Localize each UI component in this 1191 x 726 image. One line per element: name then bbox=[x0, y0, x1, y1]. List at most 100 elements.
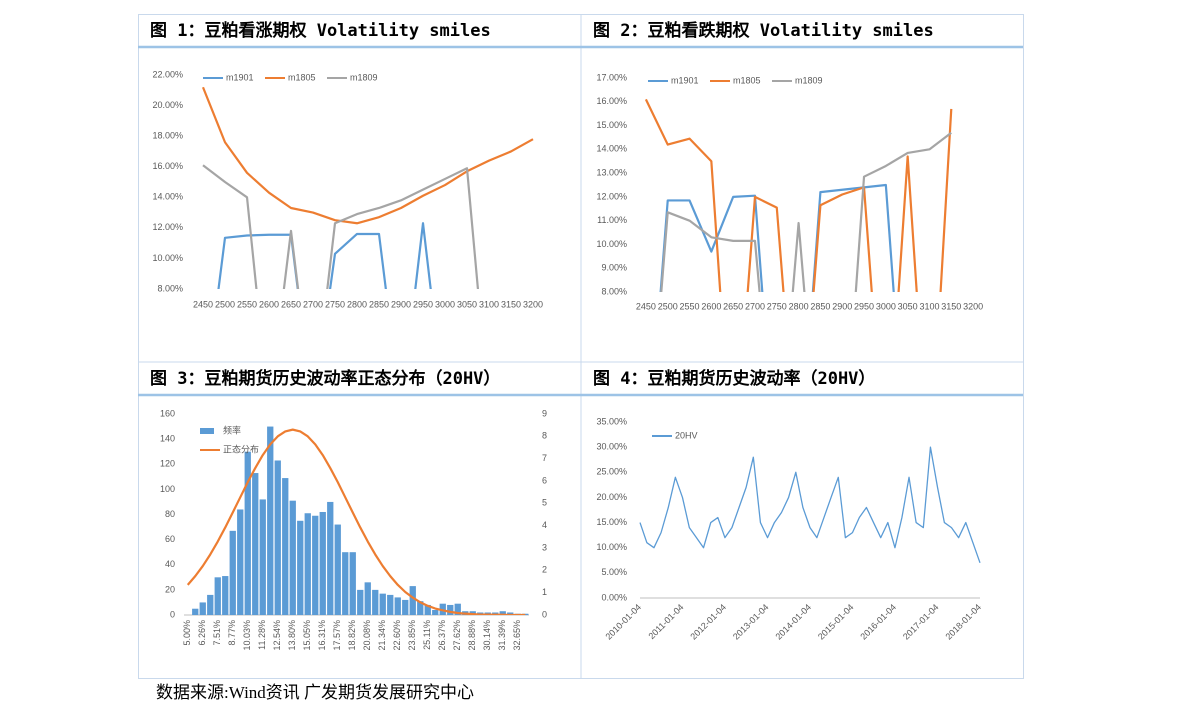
x-tick-label: 2012-01-04 bbox=[688, 602, 728, 642]
bar bbox=[297, 520, 304, 615]
y-tick-label: 35.00% bbox=[596, 416, 627, 426]
y2-tick-label: 6 bbox=[542, 475, 547, 485]
bar bbox=[252, 473, 259, 615]
x-tick-label: 2013-01-04 bbox=[731, 602, 771, 642]
y-tick-label: 10.00% bbox=[596, 542, 627, 552]
bar bbox=[447, 604, 454, 615]
line-series bbox=[186, 428, 526, 615]
x-tick-label: 2011-01-04 bbox=[646, 602, 685, 641]
x-tick-label: 3100 bbox=[479, 299, 499, 309]
x-tick-label: 2600 bbox=[701, 301, 721, 311]
y-tick-label: 100 bbox=[160, 484, 175, 494]
y2-tick-label: 0 bbox=[542, 609, 547, 619]
bar bbox=[349, 552, 356, 615]
x-tick-label: 2950 bbox=[413, 299, 433, 309]
bar bbox=[402, 599, 409, 615]
bar bbox=[274, 460, 281, 615]
legend-label: m1901 bbox=[671, 75, 699, 85]
y-tick-label: 16.00% bbox=[152, 161, 183, 171]
x-tick-label: 2450 bbox=[636, 301, 656, 311]
x-tick-label: 2750 bbox=[767, 301, 787, 311]
x-tick-label: 3050 bbox=[457, 299, 477, 309]
y-tick-label: 15.00% bbox=[596, 517, 627, 527]
x-tick-label: 27.62% bbox=[452, 620, 462, 651]
bar bbox=[417, 601, 424, 615]
bar bbox=[372, 589, 379, 615]
x-tick-label: 3050 bbox=[898, 301, 918, 311]
y-tick-label: 11.00% bbox=[597, 215, 627, 225]
y-tick-label: 20 bbox=[165, 584, 175, 594]
bar bbox=[192, 608, 199, 615]
y-tick-label: 0.00% bbox=[601, 592, 627, 602]
line-series bbox=[639, 446, 981, 564]
y2-tick-label: 1 bbox=[542, 587, 547, 597]
line-series bbox=[217, 222, 432, 289]
bar bbox=[259, 499, 266, 615]
legend-label: m1805 bbox=[733, 75, 761, 85]
x-tick-label: 11.28% bbox=[257, 620, 267, 650]
x-tick-label: 2700 bbox=[745, 301, 765, 311]
x-tick-label: 2018-01-04 bbox=[943, 602, 983, 642]
y-tick-label: 60 bbox=[165, 534, 175, 544]
line-series bbox=[644, 98, 953, 292]
x-tick-label: 2550 bbox=[237, 299, 257, 309]
x-tick-label: 21.34% bbox=[377, 620, 387, 651]
legend-label: m1805 bbox=[288, 72, 316, 82]
x-tick-label: 23.85% bbox=[407, 620, 417, 651]
bar bbox=[454, 603, 461, 615]
x-tick-label: 25.11% bbox=[422, 620, 432, 650]
bar bbox=[312, 515, 319, 615]
x-tick-label: 13.80% bbox=[287, 620, 297, 651]
legend-label: m1809 bbox=[350, 72, 378, 82]
y-tick-label: 22.00% bbox=[152, 69, 183, 79]
legend-label: m1901 bbox=[226, 72, 254, 82]
x-tick-label: 5.00% bbox=[182, 620, 192, 646]
y-tick-label: 14.00% bbox=[596, 144, 627, 154]
y-tick-label: 160 bbox=[160, 408, 175, 418]
x-tick-label: 2015-01-04 bbox=[816, 602, 856, 642]
chart-title: 图 2：豆粕看跌期权 Volatility smiles bbox=[593, 20, 934, 41]
x-tick-label: 3000 bbox=[876, 301, 896, 311]
x-tick-label: 2014-01-04 bbox=[773, 602, 813, 642]
y-tick-label: 120 bbox=[160, 459, 175, 469]
y-tick-label: 18.00% bbox=[152, 131, 183, 141]
y-tick-label: 9.00% bbox=[601, 263, 627, 273]
bar bbox=[282, 478, 289, 615]
line-series bbox=[660, 131, 952, 292]
x-tick-label: 2500 bbox=[215, 299, 235, 309]
line-series bbox=[202, 164, 480, 289]
bar bbox=[304, 513, 311, 615]
x-tick-label: 2800 bbox=[347, 299, 367, 309]
bar bbox=[334, 524, 341, 615]
x-tick-label: 2800 bbox=[789, 301, 809, 311]
x-tick-label: 3200 bbox=[963, 301, 983, 311]
y2-tick-label: 2 bbox=[542, 565, 547, 575]
x-tick-label: 6.26% bbox=[197, 620, 207, 646]
bar bbox=[214, 577, 221, 615]
y-tick-label: 16.00% bbox=[596, 96, 627, 106]
bar bbox=[244, 451, 251, 615]
x-tick-label: 2010-01-04 bbox=[603, 602, 643, 642]
x-tick-label: 3100 bbox=[919, 301, 939, 311]
bar bbox=[199, 602, 206, 615]
x-tick-label: 2016-01-04 bbox=[858, 602, 898, 642]
x-tick-label: 2750 bbox=[325, 299, 345, 309]
bar bbox=[342, 552, 349, 615]
x-tick-label: 8.77% bbox=[227, 620, 237, 646]
bar bbox=[289, 500, 296, 615]
y-tick-label: 0 bbox=[170, 609, 175, 619]
x-tick-label: 17.57% bbox=[332, 620, 342, 651]
source: 数据来源:Wind资讯 广发期货发展研究中心 bbox=[156, 683, 474, 702]
y-tick-label: 10.00% bbox=[152, 253, 183, 263]
y-tick-label: 25.00% bbox=[596, 467, 627, 477]
x-tick-label: 10.03% bbox=[242, 620, 252, 651]
x-tick-label: 16.31% bbox=[317, 620, 327, 651]
x-tick-label: 2950 bbox=[854, 301, 874, 311]
y-tick-label: 20.00% bbox=[596, 492, 627, 502]
y-tick-label: 30.00% bbox=[596, 442, 627, 452]
frame bbox=[138, 14, 1024, 679]
x-tick-label: 2017-01-04 bbox=[901, 602, 941, 642]
chart-title: 图 3：豆粕期货历史波动率正态分布（20HV） bbox=[150, 368, 500, 389]
x-tick-label: 3200 bbox=[523, 299, 543, 309]
